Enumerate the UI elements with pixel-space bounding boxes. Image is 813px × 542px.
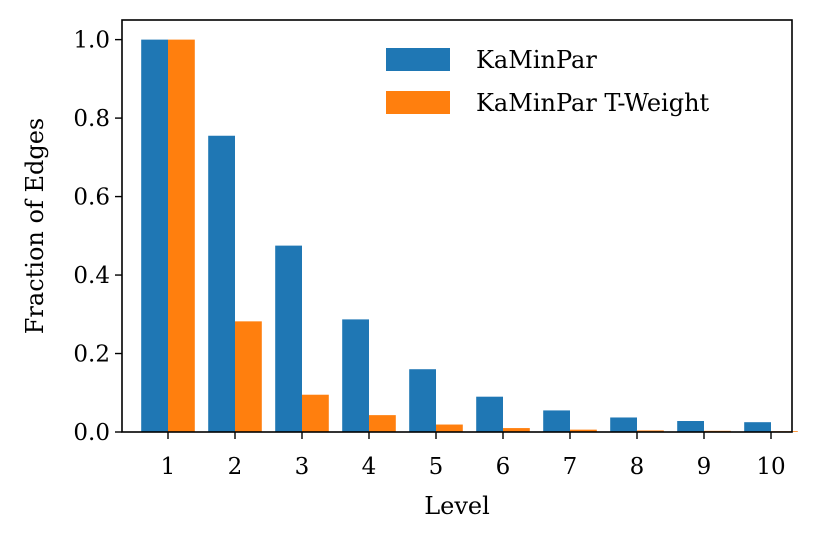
bar-kaminpar-t-weight-level-4: [369, 415, 396, 432]
legend-label-kaminpar-t-weight: KaMinPar T-Weight: [476, 89, 710, 117]
y-tick-label: 0.8: [73, 106, 110, 132]
x-tick-label: 1: [161, 454, 176, 480]
bar-kaminpar-t-weight-level-7: [570, 429, 597, 432]
x-tick-label: 2: [228, 454, 243, 480]
bars-group: [141, 39, 798, 433]
x-tick-label: 8: [630, 454, 645, 480]
bar-kaminpar-level-2: [208, 135, 235, 432]
y-tick-label: 0.6: [73, 185, 110, 211]
y-tick-label: 0.2: [73, 342, 110, 368]
bar-kaminpar-level-5: [409, 369, 436, 432]
x-tick-label: 5: [429, 454, 444, 480]
bar-kaminpar-level-1: [141, 39, 168, 433]
bar-kaminpar-level-4: [342, 319, 369, 432]
bar-kaminpar-level-9: [677, 421, 704, 432]
bar-kaminpar-t-weight-level-6: [503, 428, 530, 432]
y-tick-label: 1.0: [73, 28, 110, 54]
legend-swatch-kaminpar-t-weight: [386, 91, 450, 114]
bar-kaminpar-level-6: [476, 396, 503, 432]
x-tick-label: 9: [697, 454, 712, 480]
x-tick-label: 3: [295, 454, 310, 480]
x-tick-label: 4: [362, 454, 377, 480]
x-tick-label: 10: [756, 454, 785, 480]
bar-kaminpar-level-10: [744, 422, 771, 432]
x-tick-label: 7: [563, 454, 578, 480]
legend-label-kaminpar: KaMinPar: [476, 46, 597, 74]
y-tick-label: 0.0: [73, 420, 110, 446]
bar-kaminpar-level-3: [275, 245, 302, 432]
bar-kaminpar-t-weight-level-1: [168, 39, 195, 433]
bar-kaminpar-level-7: [543, 410, 570, 432]
plot-frame: [121, 19, 793, 433]
y-tick-label: 0.4: [73, 263, 110, 289]
x-axis-label: Level: [424, 492, 490, 520]
bar-kaminpar-t-weight-level-2: [235, 321, 262, 432]
bar-kaminpar-t-weight-level-3: [302, 394, 329, 432]
legend: KaMinPar KaMinPar T-Weight: [386, 46, 710, 117]
y-axis-ticks: 0.0 0.2 0.4 0.6 0.8 1.0: [73, 28, 122, 446]
x-axis-ticks: 1 2 3 4 5 6 7 8 9 10: [161, 432, 786, 480]
x-tick-label: 6: [496, 454, 511, 480]
y-axis-label: Fraction of Edges: [21, 118, 49, 334]
bar-kaminpar-level-8: [610, 417, 637, 432]
bar-kaminpar-t-weight-level-5: [436, 424, 463, 432]
legend-swatch-kaminpar: [386, 48, 450, 71]
